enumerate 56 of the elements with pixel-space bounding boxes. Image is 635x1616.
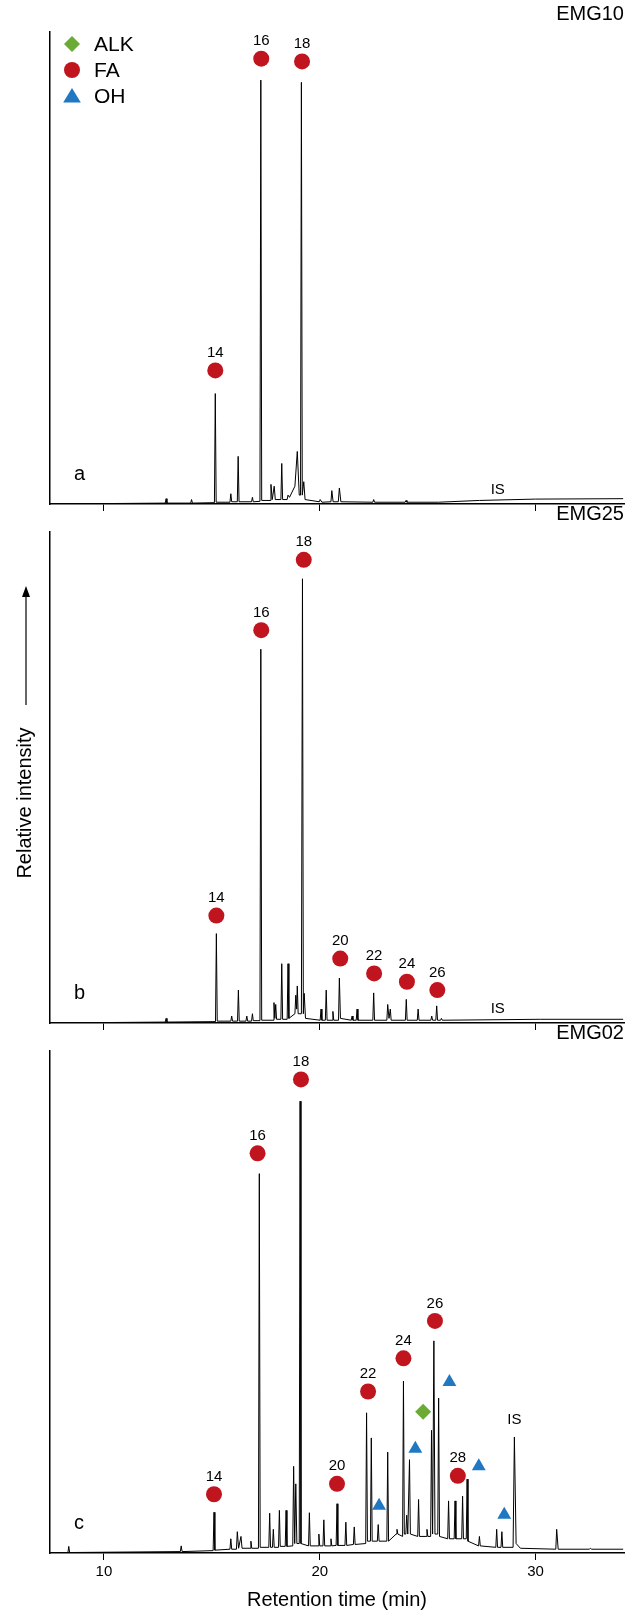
point bbox=[360, 1383, 377, 1400]
annotation: c bbox=[74, 1511, 84, 1533]
annotation: IS bbox=[490, 999, 505, 1016]
annotation: 14 bbox=[206, 343, 224, 361]
point bbox=[471, 1458, 486, 1471]
point bbox=[426, 1312, 443, 1329]
annotation: 26 bbox=[426, 1293, 444, 1311]
chart-title: EMG25 bbox=[556, 501, 624, 524]
annotation: 18 bbox=[293, 34, 311, 52]
point bbox=[415, 1403, 432, 1420]
point bbox=[206, 1486, 222, 1503]
annotation: 26 bbox=[429, 962, 446, 980]
point bbox=[429, 982, 446, 999]
point bbox=[249, 1145, 266, 1162]
annotation: 14 bbox=[205, 1466, 223, 1484]
annotation: b bbox=[74, 981, 86, 1003]
point bbox=[292, 1071, 309, 1088]
point bbox=[329, 1475, 345, 1492]
point bbox=[253, 622, 270, 639]
point bbox=[408, 1440, 423, 1453]
point bbox=[398, 973, 415, 990]
annotation: IS bbox=[490, 480, 505, 497]
annotation: 20 bbox=[331, 931, 349, 949]
annotation: 14 bbox=[208, 888, 225, 906]
annotation: 18 bbox=[292, 1052, 310, 1070]
annotation: 20 bbox=[328, 1456, 346, 1474]
x-tick-label: 20 bbox=[311, 1562, 329, 1580]
annotation: 16 bbox=[252, 31, 270, 49]
legend-label: ALK bbox=[94, 31, 134, 55]
point bbox=[497, 1506, 512, 1519]
annotation: 22 bbox=[359, 1364, 377, 1382]
legend-label: OH bbox=[94, 83, 126, 107]
annotation: 24 bbox=[395, 1331, 412, 1348]
point bbox=[295, 551, 312, 568]
point bbox=[366, 965, 383, 982]
annotation: 18 bbox=[295, 532, 313, 550]
legend-label: FA bbox=[94, 57, 120, 81]
annotation: 28 bbox=[449, 1448, 467, 1466]
x-tick-label: 30 bbox=[527, 1562, 544, 1580]
chart-title: EMG10 bbox=[556, 1, 624, 24]
point bbox=[372, 1497, 387, 1510]
annotation: 16 bbox=[252, 602, 270, 620]
annotation: 16 bbox=[249, 1125, 266, 1143]
x-axis-title: Retention time (min) bbox=[246, 1587, 428, 1610]
point bbox=[208, 907, 225, 924]
annotation: IS bbox=[507, 1409, 522, 1427]
point bbox=[442, 1374, 457, 1387]
x-tick-label: 10 bbox=[95, 1562, 113, 1580]
annotation: 24 bbox=[398, 954, 416, 972]
annotation: 22 bbox=[365, 946, 383, 964]
annotation: a bbox=[74, 462, 86, 484]
chart-title: EMG02 bbox=[556, 1020, 624, 1043]
point bbox=[332, 950, 349, 967]
point bbox=[449, 1467, 466, 1484]
y-axis-title: Relative intensity bbox=[12, 727, 36, 879]
point bbox=[395, 1350, 412, 1367]
